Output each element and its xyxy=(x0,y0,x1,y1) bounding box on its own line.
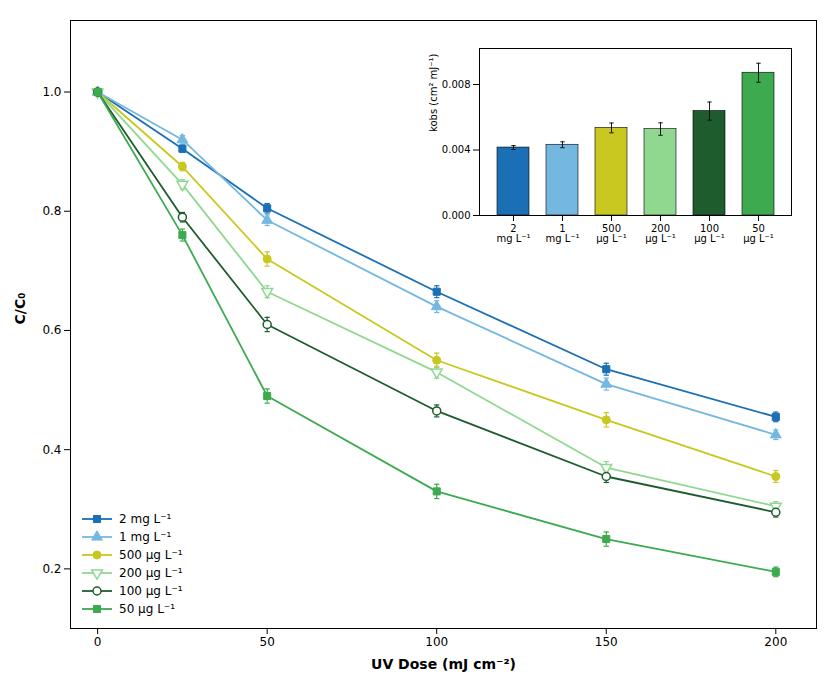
svg-text:kobs (cm² mJ⁻¹): kobs (cm² mJ⁻¹) xyxy=(428,53,439,132)
svg-text:0.8: 0.8 xyxy=(42,204,61,218)
svg-text:2mg L⁻¹: 2mg L⁻¹ xyxy=(496,223,530,244)
html-text:200 μg L⁻¹: 200 μg L⁻¹ xyxy=(119,566,183,580)
html-text:50 μg L⁻¹: 50 μg L⁻¹ xyxy=(119,602,175,616)
svg-text:200: 200 xyxy=(764,635,787,649)
svg-text:0: 0 xyxy=(94,635,102,649)
svg-text:0.2: 0.2 xyxy=(42,562,61,576)
html-text:100 μg L⁻¹: 100 μg L⁻¹ xyxy=(119,584,183,598)
svg-text:200μg L⁻¹: 200μg L⁻¹ xyxy=(645,223,676,244)
svg-text:500μg L⁻¹: 500μg L⁻¹ xyxy=(596,223,627,244)
svg-text:0.000: 0.000 xyxy=(442,210,471,221)
svg-text:0.004: 0.004 xyxy=(442,144,471,155)
svg-text:50: 50 xyxy=(260,635,275,649)
html-text:2 mg L⁻¹: 2 mg L⁻¹ xyxy=(119,512,172,526)
svg-text:100: 100 xyxy=(425,635,448,649)
svg-text:0.6: 0.6 xyxy=(42,323,61,337)
html-text:500 μg L⁻¹: 500 μg L⁻¹ xyxy=(119,548,183,562)
svg-text:C/C₀: C/C₀ xyxy=(12,293,28,325)
svg-text:1.0: 1.0 xyxy=(42,85,61,99)
svg-text:100μg L⁻¹: 100μg L⁻¹ xyxy=(694,223,725,244)
svg-text:UV Dose (mJ cm⁻²): UV Dose (mJ cm⁻²) xyxy=(371,656,516,672)
svg-text:0.4: 0.4 xyxy=(42,443,61,457)
svg-text:150: 150 xyxy=(595,635,618,649)
html-text:1 mg L⁻¹: 1 mg L⁻¹ xyxy=(119,530,172,544)
svg-text:1mg L⁻¹: 1mg L⁻¹ xyxy=(545,223,579,244)
svg-text:0.008: 0.008 xyxy=(442,79,471,90)
svg-text:50μg L⁻¹: 50μg L⁻¹ xyxy=(743,223,774,244)
